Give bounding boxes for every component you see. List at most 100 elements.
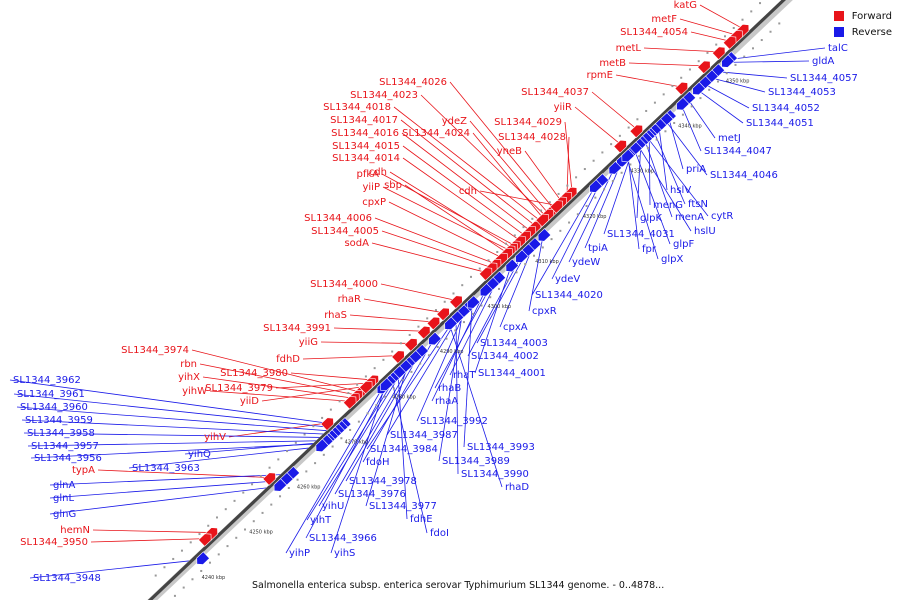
forward-gene-connector: [302, 355, 400, 360]
forward-gene-connector: [690, 31, 732, 42]
reverse-gene-connector: [366, 321, 454, 450]
tick-dot: [191, 578, 194, 581]
tick-dot: [338, 400, 341, 403]
reverse-gene-connector: [528, 236, 544, 312]
reverse-gene-connector: [626, 156, 659, 260]
tick-dot: [445, 337, 448, 340]
tick-dot: [725, 72, 728, 75]
tick-dot: [524, 263, 527, 266]
reverse-gene-feature: [379, 377, 394, 392]
forward-gene-feature: [674, 81, 689, 96]
reverse-gene-connector: [653, 131, 686, 205]
reverse-gene-feature: [315, 438, 330, 453]
tick-dot: [557, 192, 560, 195]
forward-gene-label: rhaS: [324, 310, 347, 321]
reverse-gene-label: SL1344_3958: [27, 428, 95, 439]
tick-dot: [653, 101, 656, 104]
forward-gene-label: yiiD: [240, 396, 259, 407]
reverse-gene-label: menG: [653, 200, 683, 211]
legend-reverse: Reverse: [833, 24, 892, 40]
forward-gene-connector: [382, 186, 511, 252]
kbp-tick-label: 4240 kbp: [202, 575, 226, 581]
forward-gene-connector: [402, 157, 521, 242]
tick-dot: [287, 487, 290, 490]
reverse-gene-feature: [479, 282, 494, 297]
forward-gene-connector: [591, 91, 639, 131]
legend: Forward Reverse: [833, 8, 892, 40]
forward-gene-feature: [404, 338, 418, 352]
forward-gene-feature: [436, 307, 450, 322]
reverse-gene-feature: [466, 295, 481, 309]
forward-gene-feature: [391, 350, 405, 364]
reverse-gene-feature: [621, 148, 635, 163]
reverse-gene-feature: [273, 478, 288, 492]
forward-gene-label: typA: [72, 465, 95, 476]
legend-reverse-swatch: [833, 27, 844, 37]
forward-gene-feature: [320, 417, 334, 431]
tick-dot: [172, 557, 175, 560]
reverse-gene-label: glpF: [673, 239, 694, 250]
reverse-gene-label: hslV: [670, 185, 691, 196]
tick-dot: [216, 516, 219, 519]
reverse-gene-label: fdoI: [430, 528, 449, 539]
reverse-gene-feature: [515, 249, 529, 263]
reverse-gene-feature: [428, 331, 442, 346]
reverse-gene-label: gldA: [812, 56, 834, 67]
forward-gene-connector: [363, 298, 445, 314]
tick-dot: [268, 466, 271, 469]
forward-gene-label: cdh: [459, 186, 477, 197]
tick-dot: [200, 569, 203, 572]
kbp-tick-label: 4340 kbp: [678, 123, 702, 129]
tick-dot: [550, 238, 553, 241]
tick-dot: [303, 433, 306, 436]
forward-gene-label: metB: [599, 58, 626, 69]
forward-gene-label: SL1344_3980: [220, 368, 288, 379]
tick-dot: [244, 528, 247, 531]
kbp-labels: 4240 kbp 4250 kbp 4260 kbp 4270 kbp 4280 kbp…: [202, 78, 750, 581]
forward-gene-connector: [380, 283, 458, 302]
reverse-gene-label: SL1344_4003: [480, 338, 548, 349]
reverse-gene-label: ydeV: [555, 274, 580, 285]
reverse-gene-connector: [49, 473, 292, 486]
reverse-gene-connector: [681, 104, 702, 152]
reverse-gene-label: SL1344_3977: [369, 501, 437, 512]
reverse-gene-label: SL1344_4002: [471, 351, 539, 362]
forward-gene-label: ydeZ: [442, 116, 467, 127]
tick-dot: [734, 63, 737, 66]
tick-dot: [708, 88, 711, 91]
reverse-gene-label: SL1344_3948: [33, 573, 101, 584]
reverse-gene-feature: [608, 160, 623, 175]
tick-dot: [559, 229, 562, 232]
tick-dot: [585, 204, 588, 207]
reverse-gene-connector: [637, 145, 692, 232]
reverse-gene-label: rhaD: [505, 482, 529, 493]
reverse-gene-label: yihT: [310, 515, 332, 526]
forward-gene-connector: [420, 94, 547, 217]
tick-dot: [217, 553, 220, 556]
forward-gene-label: SL1344_4018: [323, 102, 391, 113]
tick-dot: [417, 325, 420, 328]
tick-dot: [208, 561, 211, 564]
tick-dot: [583, 168, 586, 171]
forward-gene-connector: [401, 132, 532, 232]
forward-gene-connector: [349, 314, 435, 323]
tick-dot: [154, 574, 157, 577]
forward-gene-label: SL1344_4026: [379, 77, 447, 88]
forward-gene-label: sbp: [384, 180, 402, 191]
forward-gene-connector: [388, 201, 503, 259]
tick-dot: [314, 462, 317, 465]
tick-dot: [506, 279, 509, 282]
kbp-tick-label: 4310 kbp: [535, 259, 559, 265]
reverse-gene-connector: [603, 151, 633, 235]
forward-gene-connector: [199, 363, 358, 396]
tick-dot: [568, 221, 571, 224]
tick-dot: [329, 408, 332, 411]
reverse-gene-connector: [391, 379, 428, 534]
forward-gene-label: yiiG: [299, 337, 318, 348]
tick-dot: [347, 392, 350, 395]
tick-dot: [515, 271, 518, 274]
forward-gene-connector: [699, 4, 745, 30]
tick-dot: [681, 113, 684, 116]
forward-gene-label: hemN: [60, 525, 90, 536]
reverse-gene-label: yihP: [289, 548, 310, 559]
